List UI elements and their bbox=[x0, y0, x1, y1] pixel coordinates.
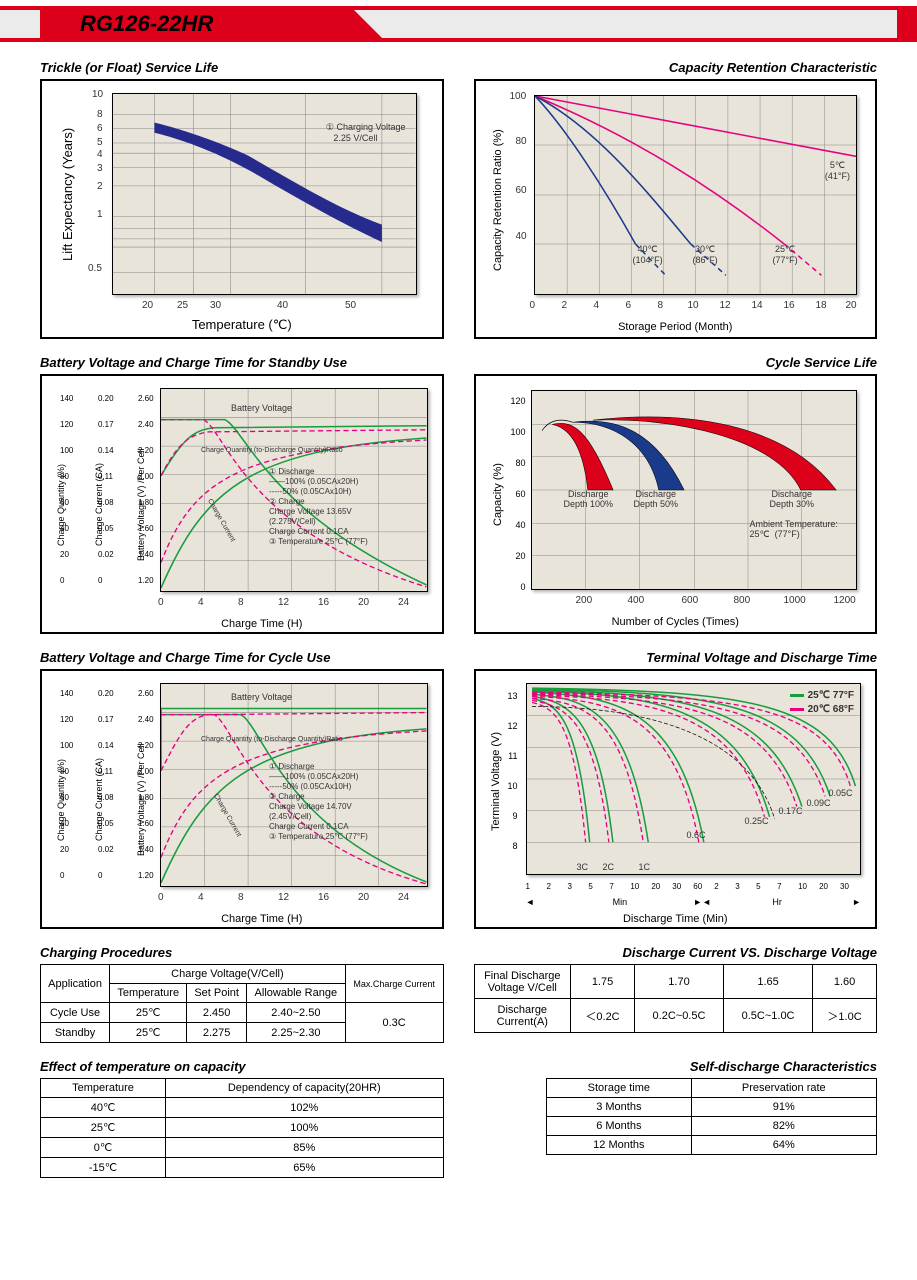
trickle-xlabel: Temperature (℃) bbox=[192, 317, 292, 333]
trickle-title: Trickle (or Float) Service Life bbox=[40, 60, 444, 75]
selfdis-title: Self-discharge Characteristics bbox=[474, 1059, 878, 1074]
temp-capacity-table: TemperatureDependency of capacity(20HR) … bbox=[40, 1078, 444, 1178]
tempcap-title: Effect of temperature on capacity bbox=[40, 1059, 444, 1074]
capret-title: Capacity Retention Characteristic bbox=[474, 60, 878, 75]
dischargevs-title: Discharge Current VS. Discharge Voltage bbox=[474, 945, 878, 960]
chargeproc-title: Charging Procedures bbox=[40, 945, 444, 960]
product-title: RG126-22HR bbox=[80, 10, 213, 38]
cyclelife-chart: Discharge Depth 100% Discharge Depth 50%… bbox=[474, 374, 878, 634]
termv-title: Terminal Voltage and Discharge Time bbox=[474, 650, 878, 665]
trickle-ylabel: Lift Expectancy (Years) bbox=[60, 128, 75, 261]
self-discharge-table: Storage timePreservation rate 3 Months91… bbox=[546, 1078, 877, 1155]
cyclecharge-chart: Battery Voltage Charge Quantity (to-Disc… bbox=[40, 669, 444, 929]
trickle-annotation: ① Charging Voltage 2.25 V/Cell bbox=[326, 122, 406, 143]
charging-procedures-table: ApplicationCharge Voltage(V/Cell)Max.Cha… bbox=[40, 964, 444, 1043]
cyclelife-title: Cycle Service Life bbox=[474, 355, 878, 370]
standby-chart: Battery Voltage Charge Quantity (to-Disc… bbox=[40, 374, 444, 634]
tick: 10 bbox=[92, 89, 103, 100]
trickle-chart: ① Charging Voltage 2.25 V/Cell Lift Expe… bbox=[40, 79, 444, 339]
cyclecharge-title: Battery Voltage and Charge Time for Cycl… bbox=[40, 650, 444, 665]
header-bar: RG126-22HR bbox=[0, 6, 917, 42]
termv-chart: 25℃ 77°F 20℃ 68°F 3C 2C 1C 0.6C 0.25C 0.… bbox=[474, 669, 878, 929]
capret-xlabel: Storage Period (Month) bbox=[618, 321, 732, 333]
standby-title: Battery Voltage and Charge Time for Stan… bbox=[40, 355, 444, 370]
capret-ylabel: Capacity Retention Ratio (%) bbox=[492, 129, 504, 271]
discharge-vs-table: Final Discharge Voltage V/Cell1.751.701.… bbox=[474, 964, 878, 1033]
capret-chart: 5℃ (41°F) 25℃ (77°F) 30℃ (86°F) 40℃ (104… bbox=[474, 79, 878, 339]
